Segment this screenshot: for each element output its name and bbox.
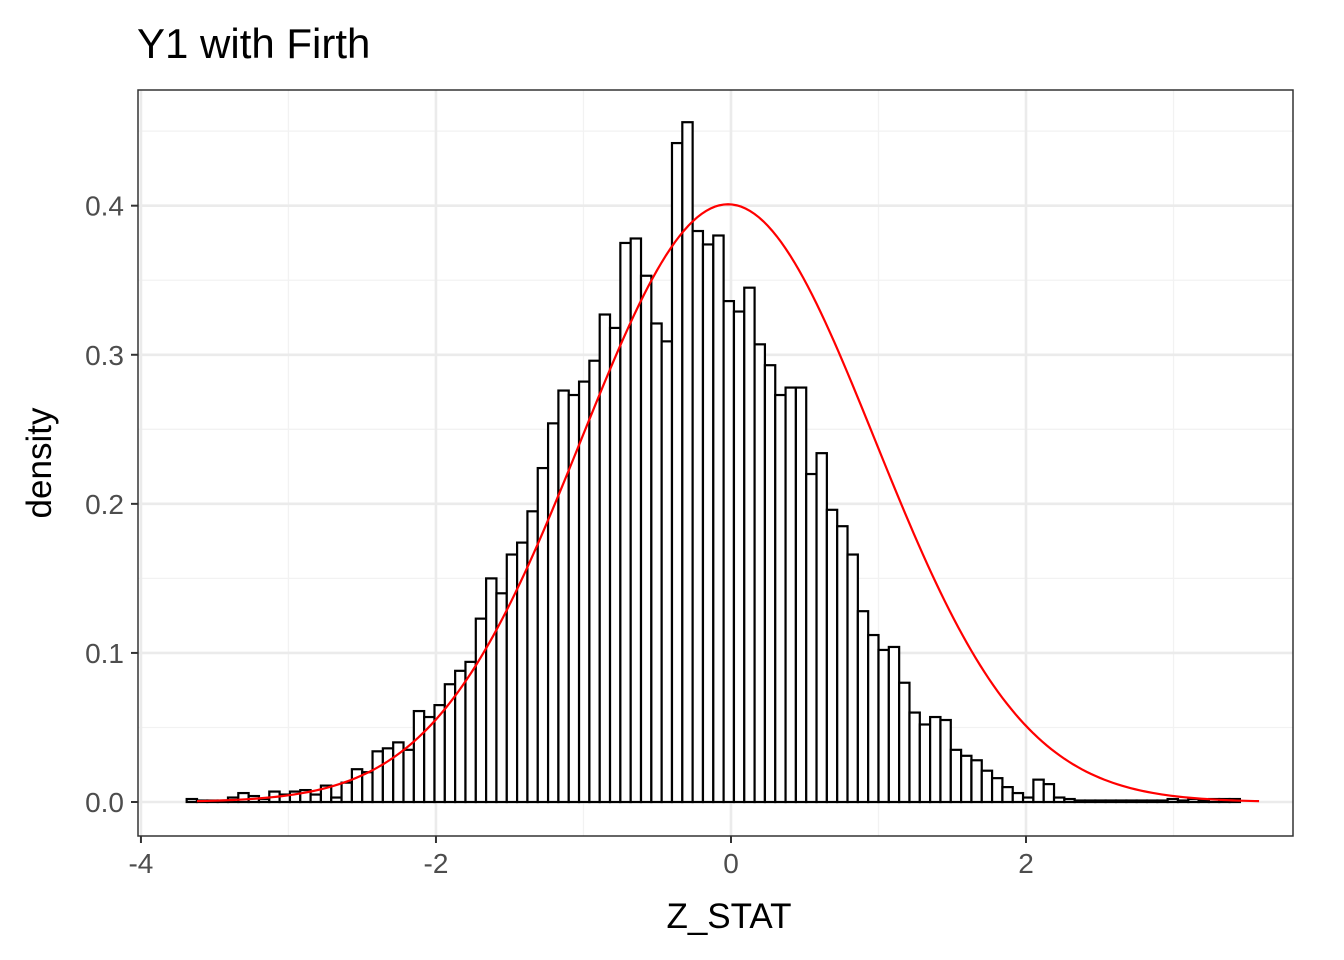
histogram-bar [763, 364, 777, 804]
histogram-bar [949, 748, 963, 804]
histogram-bar [185, 797, 199, 804]
histogram-bar [670, 141, 684, 804]
histogram-bar [846, 553, 859, 804]
histogram-bar [980, 769, 994, 804]
histogram-bar [774, 393, 787, 804]
histogram-bar [371, 750, 384, 804]
y-tick-label: 0.4 [85, 191, 124, 222]
histogram-bar [784, 386, 797, 804]
histogram-bar [257, 797, 271, 804]
histogram-bar [691, 229, 705, 804]
histogram-bar [381, 747, 395, 804]
histogram-bar [319, 784, 333, 804]
axes: -4 -2 0 2 0.0 0.1 0.2 0.3 0.4 [85, 191, 1034, 879]
chart-title: Y1 with Firth [137, 20, 370, 67]
histogram-bar [856, 610, 870, 804]
histogram-bar [815, 452, 828, 804]
histogram-bar [929, 715, 942, 804]
histogram-bar [660, 340, 674, 804]
histogram-bar [1114, 799, 1128, 804]
y-tick-label: 0.1 [85, 638, 124, 669]
histogram-bar [474, 617, 488, 804]
histogram-bar [629, 237, 643, 804]
histogram-bar [1083, 799, 1097, 804]
histogram-bar [1156, 799, 1169, 804]
histogram-bar [402, 748, 415, 804]
histogram-bar [588, 359, 601, 804]
x-tick-label: -2 [424, 848, 449, 879]
histogram-bar [1001, 786, 1014, 804]
histogram-bar [908, 711, 921, 804]
density-curve [196, 203, 1260, 803]
x-tick-label: -4 [128, 848, 153, 879]
histogram-bar [1135, 799, 1149, 804]
histogram-bar [1104, 799, 1118, 804]
y-tick-label: 0.2 [85, 489, 124, 520]
histogram-bar [1125, 799, 1138, 804]
histogram-bar [1063, 797, 1076, 804]
y-tick-label: 0.3 [85, 340, 124, 371]
histogram-bar [309, 793, 323, 804]
histogram-bar [464, 660, 477, 804]
histogram-bar [887, 645, 901, 804]
histogram-bar [608, 326, 622, 804]
histogram-bar [1073, 799, 1087, 804]
x-axis-title: Z_STAT [666, 897, 791, 936]
y-tick-label: 0.0 [85, 787, 124, 818]
x-tick-label: 0 [723, 848, 739, 879]
histogram-bar [412, 709, 426, 804]
histogram-bar [1094, 799, 1107, 804]
histogram-bar [990, 777, 1004, 804]
histogram-bar [867, 633, 880, 804]
histogram-bar [794, 386, 808, 804]
histogram-bar [485, 577, 498, 804]
histogram-bar [1032, 778, 1045, 804]
y-axis-title: density [20, 407, 59, 518]
histogram-bar [732, 310, 746, 804]
histogram-bar [836, 525, 849, 804]
histogram-bar [577, 380, 591, 804]
histogram-bar [340, 781, 353, 804]
histogram-bar [1145, 799, 1159, 804]
histogram-bar [536, 466, 550, 804]
histogram-bar [350, 768, 364, 804]
histogram-bar [970, 759, 983, 804]
histogram-bar [805, 472, 818, 804]
histogram-bar [1011, 791, 1025, 804]
histogram-bar [650, 322, 663, 804]
histogram-bar [1021, 796, 1035, 804]
histogram-bar [361, 771, 374, 804]
histogram-bar [639, 274, 653, 804]
panel-border [137, 89, 1294, 837]
histogram-bar [1176, 799, 1190, 804]
histogram-bar [825, 508, 839, 804]
histogram-bar [330, 796, 343, 804]
x-tick-label: 2 [1018, 848, 1034, 879]
histogram-bar [1166, 797, 1180, 804]
histogram-bar [877, 648, 890, 804]
histogram-bar [515, 541, 529, 804]
histogram-bar [939, 718, 952, 804]
histogram-bar [495, 592, 508, 804]
normal-density-line [196, 203, 1260, 803]
histogram-bar [701, 243, 715, 804]
histogram-bar [743, 286, 756, 804]
histogram-bar [1052, 796, 1066, 804]
histogram-bar [1197, 799, 1211, 804]
histogram-bar [960, 754, 973, 804]
histogram-bar [722, 299, 736, 804]
histogram-bar [557, 389, 570, 804]
histogram-bar [712, 234, 725, 804]
histogram-bar [898, 681, 911, 804]
histogram-bar [1042, 783, 1056, 804]
histogram-bar [918, 723, 932, 804]
histogram-bar [753, 343, 767, 804]
histogram-bar [546, 422, 560, 804]
histogram-bars [185, 121, 1241, 804]
